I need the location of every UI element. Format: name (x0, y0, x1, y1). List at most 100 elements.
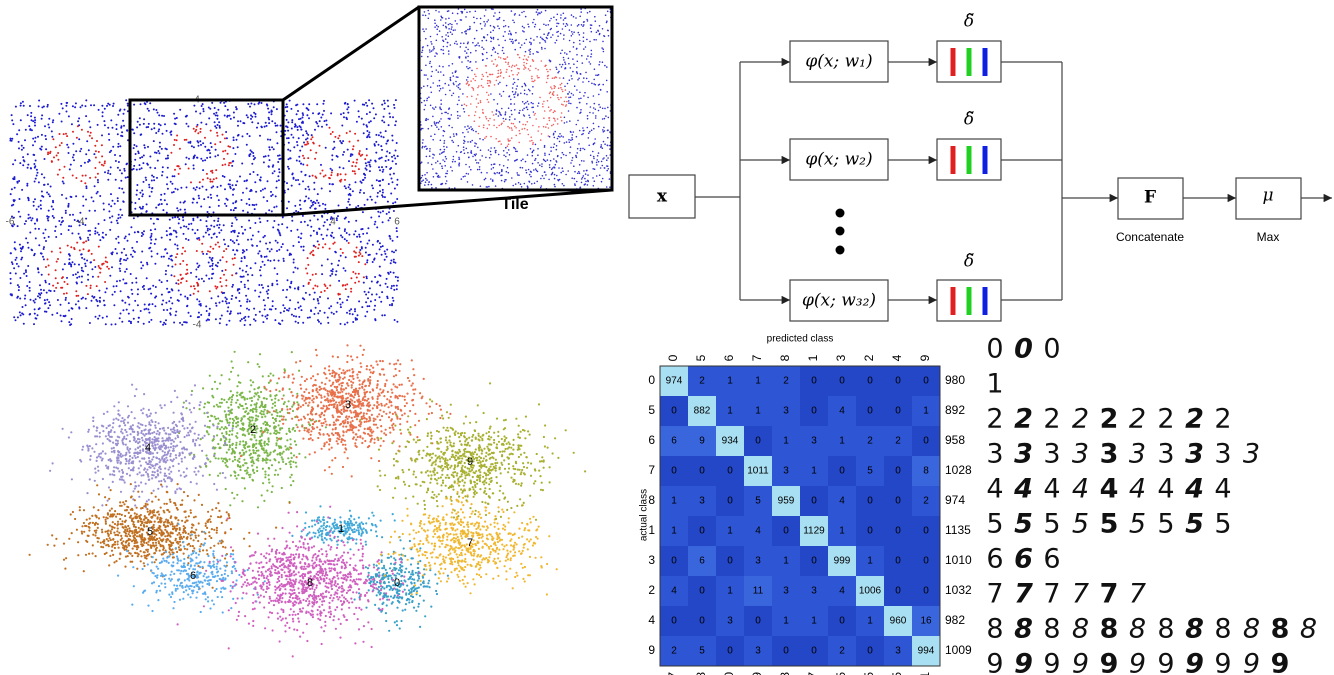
point (557, 22, 560, 25)
point (461, 11, 463, 14)
point (596, 159, 598, 161)
point (205, 225, 208, 228)
point (490, 178, 492, 180)
point (507, 26, 510, 28)
point (545, 174, 547, 176)
point (283, 310, 285, 313)
point (541, 103, 544, 105)
point (537, 154, 539, 156)
point (343, 521, 346, 524)
point (254, 181, 257, 184)
point (231, 285, 234, 288)
point (463, 111, 466, 113)
point (547, 24, 550, 26)
point (489, 150, 492, 153)
point (401, 596, 404, 599)
point (496, 171, 499, 174)
point (148, 186, 151, 189)
point (358, 533, 361, 536)
point (354, 165, 357, 168)
point (142, 162, 145, 165)
point (427, 55, 429, 58)
point (202, 110, 205, 113)
point (440, 183, 443, 185)
point (142, 205, 144, 208)
point (89, 287, 92, 289)
point (559, 136, 561, 138)
point (472, 87, 475, 90)
point (427, 183, 430, 186)
point (607, 157, 609, 159)
point (531, 80, 533, 83)
point (477, 102, 480, 104)
point (204, 145, 207, 148)
point (236, 424, 239, 427)
point (236, 235, 239, 238)
point (546, 68, 548, 71)
point (518, 121, 521, 123)
point (233, 230, 236, 233)
point (18, 286, 20, 288)
point (107, 102, 110, 105)
point (208, 228, 211, 231)
point (235, 296, 238, 299)
point (191, 228, 194, 231)
point (343, 217, 346, 220)
point (198, 187, 201, 190)
point (221, 300, 224, 303)
point (300, 170, 303, 173)
point (368, 287, 371, 290)
point (104, 171, 106, 174)
point (256, 427, 259, 430)
point (585, 77, 588, 80)
point (562, 136, 564, 138)
point (243, 250, 246, 253)
point (593, 168, 596, 170)
point (65, 197, 68, 200)
point (297, 236, 300, 239)
point (539, 12, 541, 15)
point (367, 291, 370, 294)
point (393, 251, 395, 254)
point (428, 155, 431, 157)
point (84, 224, 87, 226)
point (181, 252, 184, 255)
point (166, 279, 169, 282)
point (520, 159, 523, 162)
point (347, 295, 350, 298)
point (420, 55, 423, 58)
point (116, 280, 118, 283)
point (85, 240, 88, 243)
point (249, 456, 252, 459)
point (310, 309, 312, 312)
point (101, 111, 104, 114)
point (275, 108, 278, 111)
point (283, 307, 286, 310)
point (34, 165, 37, 168)
point (307, 197, 310, 200)
point (583, 170, 585, 172)
point (443, 150, 445, 153)
point (331, 169, 334, 172)
point (99, 296, 101, 299)
point (358, 233, 361, 236)
point (584, 46, 587, 48)
point (525, 58, 528, 60)
point (33, 163, 36, 165)
point (320, 187, 323, 190)
point (140, 133, 143, 136)
point (147, 303, 150, 306)
point (539, 42, 541, 44)
point (336, 535, 339, 538)
point (564, 25, 567, 28)
point (537, 69, 539, 71)
point (11, 215, 13, 218)
point (317, 201, 320, 204)
point (323, 289, 326, 292)
point (406, 584, 409, 587)
point (262, 410, 265, 413)
point (502, 117, 505, 120)
point (179, 273, 182, 276)
point (110, 149, 113, 152)
point (389, 595, 393, 598)
